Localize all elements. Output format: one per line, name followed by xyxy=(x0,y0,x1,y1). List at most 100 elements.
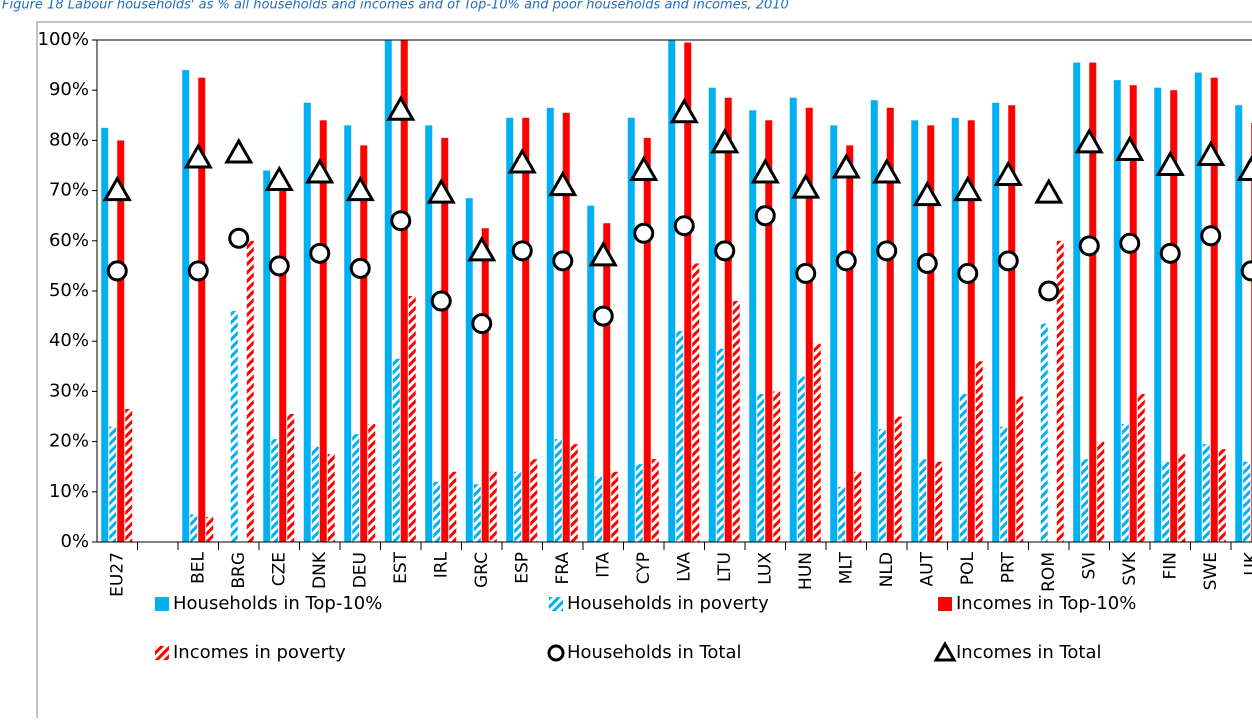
marker-circle xyxy=(187,260,209,282)
bar xyxy=(368,424,376,542)
bar xyxy=(846,145,854,543)
bar xyxy=(190,514,198,542)
marker-circle xyxy=(957,262,979,284)
marker-triangle xyxy=(1155,150,1185,176)
legend-label: Households in poverty xyxy=(567,593,769,614)
marker-triangle xyxy=(669,97,699,124)
marker-circle xyxy=(714,240,736,262)
marker-triangle xyxy=(102,175,132,202)
x-tick-label: SWE xyxy=(1201,552,1221,590)
bar xyxy=(789,97,797,542)
bar xyxy=(570,444,578,542)
x-tick-label: CZE xyxy=(269,552,289,586)
marker-circle xyxy=(876,240,898,262)
legend-swatch xyxy=(938,597,952,611)
bar xyxy=(716,348,724,542)
x-tick-label: UK xyxy=(1241,551,1252,575)
bar xyxy=(287,413,295,542)
marker-triangle xyxy=(1196,140,1226,166)
bar xyxy=(311,446,319,542)
y-tick-label: 70% xyxy=(49,180,89,201)
x-tick-label: POL xyxy=(958,551,978,585)
bar xyxy=(587,205,595,542)
bar xyxy=(765,120,773,542)
marker-triangle xyxy=(467,235,497,262)
bar xyxy=(635,464,643,542)
bar xyxy=(360,145,368,543)
bar xyxy=(1202,444,1210,542)
bar xyxy=(773,391,781,542)
bar xyxy=(992,102,1000,542)
x-tick-label: MLT xyxy=(836,551,856,584)
bar xyxy=(303,102,311,542)
bar xyxy=(384,40,392,542)
bar xyxy=(465,198,473,542)
bar xyxy=(109,426,117,542)
chart-frame xyxy=(36,21,1252,722)
y-tick-label: 80% xyxy=(49,129,89,150)
marker-circle xyxy=(1159,242,1181,264)
x-tick-label: AUT xyxy=(917,551,937,586)
marker-circle xyxy=(511,240,533,262)
x-tick-label: PRT xyxy=(998,551,1018,583)
marker-triangle xyxy=(710,127,740,154)
y-tick-label: 10% xyxy=(49,481,89,502)
bar xyxy=(1000,426,1008,542)
bar xyxy=(125,408,133,542)
legend-swatch xyxy=(155,646,169,660)
marker-circle xyxy=(997,250,1019,272)
marker-circle xyxy=(1200,225,1222,247)
bar xyxy=(870,100,878,543)
x-tick-label: ITA xyxy=(593,552,613,578)
bar xyxy=(1170,90,1178,542)
bar xyxy=(708,87,716,542)
x-tick-label: EU27 xyxy=(107,552,127,597)
x-tick-label: NLD xyxy=(877,552,897,587)
marker-circle xyxy=(673,215,695,237)
marker-circle xyxy=(268,255,290,277)
marker-triangle xyxy=(791,173,821,199)
bar xyxy=(344,125,352,542)
marker-triangle xyxy=(386,95,416,121)
bar xyxy=(967,120,975,542)
marker-triangle xyxy=(629,155,659,182)
marker-triangle xyxy=(831,152,861,179)
bar xyxy=(911,120,919,542)
bar xyxy=(1113,80,1121,542)
y-tick-label: 60% xyxy=(49,230,89,251)
bar xyxy=(246,240,254,543)
x-tick-label: SVK xyxy=(1120,551,1140,585)
bar xyxy=(506,117,514,542)
marker-triangle xyxy=(426,178,456,204)
bar xyxy=(473,484,481,542)
bar xyxy=(230,311,238,542)
x-tick-label: EST xyxy=(391,551,411,584)
bar xyxy=(676,331,684,542)
bar xyxy=(830,125,838,542)
legend-swatch xyxy=(155,597,169,611)
x-tick-label: LVA xyxy=(674,552,694,582)
bar xyxy=(206,516,214,542)
marker-circle xyxy=(754,205,776,227)
chart-title: Figure 18 Labour households' as % all ho… xyxy=(2,0,789,13)
bar xyxy=(263,170,271,542)
bar xyxy=(797,376,805,542)
x-tick-label: DEU xyxy=(350,552,370,588)
marker-triangle xyxy=(1074,127,1104,154)
bar xyxy=(425,125,433,542)
bar xyxy=(1243,461,1251,542)
bar xyxy=(489,471,497,542)
bar xyxy=(1178,454,1186,542)
bar xyxy=(522,117,530,542)
bar xyxy=(1154,87,1162,542)
x-tick-label: SVI xyxy=(1079,552,1099,579)
bar xyxy=(1162,461,1170,542)
bar xyxy=(408,296,416,542)
bar xyxy=(319,120,327,542)
marker-triangle xyxy=(345,175,375,202)
bar xyxy=(433,481,441,542)
x-tick-label: GRC xyxy=(472,552,492,588)
bar xyxy=(1056,240,1064,543)
bar xyxy=(1073,62,1081,543)
